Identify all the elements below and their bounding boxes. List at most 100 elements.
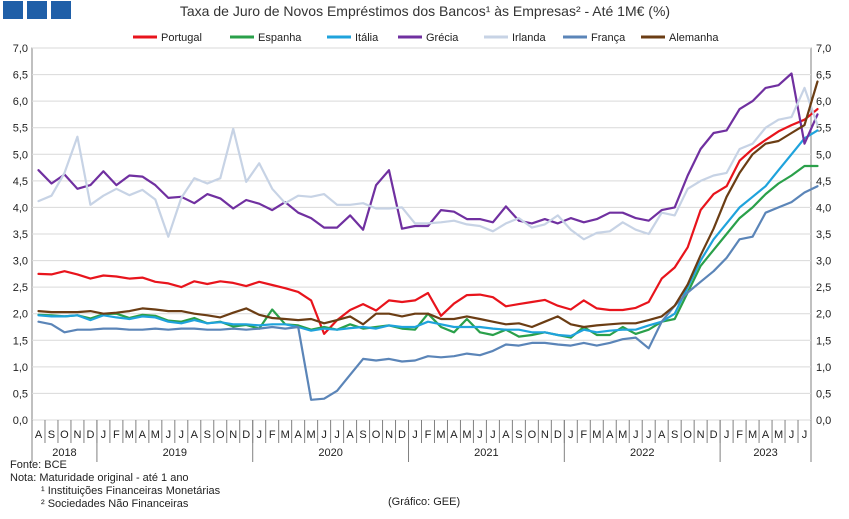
x-month-label: S [48,429,55,441]
x-month-label: O [60,429,69,441]
footnotes: Fonte: BCE Nota: Maturidade original - a… [10,459,220,511]
x-month-label: A [502,429,510,441]
x-month-label: A [346,429,354,441]
x-year-label: 2019 [163,447,187,459]
x-month-label: F [269,429,276,441]
legend-label: Irlanda [512,32,547,44]
y-tick-label-left: 6,5 [13,70,28,82]
x-month-label: J [633,429,639,441]
x-month-label: S [359,429,366,441]
series-line-espanha [37,164,819,339]
x-month-label: M [774,429,783,441]
x-month-label: M [281,429,290,441]
x-month-label: J [256,429,262,441]
x-month-label: J [568,429,574,441]
x-month-label: O [216,429,225,441]
x-month-label: O [528,429,537,441]
x-month-label: M [592,429,601,441]
x-month-label: A [658,429,666,441]
x-month-label: J [166,429,172,441]
y-axis-left: 0,0 0,5 1,0 1,5 2,0 2,5 3,0 3,5 4,0 4,5 5,0 5,5 6,0 6… [13,43,28,427]
x-month-label: O [683,429,692,441]
legend-label: Alemanha [669,32,719,44]
header-square [3,1,23,19]
x-month-label: N [697,429,705,441]
x-month-label: J [334,429,340,441]
x-month-label: A [191,429,199,441]
y-tick-label-right: 0,0 [816,415,831,427]
x-month-label: D [710,429,718,441]
series-line-grcia [37,72,819,231]
x-month-label: J [477,429,483,441]
series-line-irlanda [37,86,819,241]
x-month-label: M [748,429,757,441]
y-tick-label-right: 6,0 [816,96,831,108]
x-month-label: A [450,429,458,441]
y-tick-label-right: 4,5 [816,176,831,188]
source-note: Fonte: BCE [10,459,67,471]
chart-title: Taxa de Juro de Novos Empréstimos dos Ba… [180,3,670,19]
y-tick-label-left: 1,0 [13,362,28,374]
legend-label: Espanha [258,32,302,44]
x-month-label: S [515,429,522,441]
x-month-label: J [802,429,808,441]
y-tick-label-left: 2,5 [13,282,28,294]
x-month-label: J [789,429,795,441]
y-tick-label-right: 6,5 [816,70,831,82]
y-axis-right: 0,0 0,5 1,0 1,5 2,0 2,5 3,0 3,5 4,0 4,5 5,0 5,5 6,0 6… [816,43,831,427]
x-month-label: D [554,429,562,441]
x-month-label: N [385,429,393,441]
y-tick-label-right: 4,0 [816,202,831,214]
x-year-label: 2020 [318,447,342,459]
footnote-2: ² Sociedades Não Financeiras [41,498,189,510]
y-tick-label-left: 5,0 [13,149,28,161]
x-month-label: A [139,429,147,441]
y-tick-label-right: 2,0 [816,309,831,321]
x-month-label: S [204,429,211,441]
y-tick-label-right: 1,5 [816,335,831,347]
x-month-label: M [436,429,445,441]
legend: Portugal Espanha Itália Grécia Irlanda França… [133,32,719,44]
y-tick-label-left: 7,0 [13,43,28,55]
chart-credit: (Gráfico: GEE) [388,496,461,508]
x-year-label: 2021 [474,447,498,459]
y-tick-label-left: 1,5 [13,335,28,347]
series-lines [37,72,819,401]
x-month-label: A [35,429,43,441]
x-month-label: S [671,429,678,441]
footnote-1: ¹ Instituições Financeiras Monetárias [41,485,221,497]
series-line-frana [37,185,819,401]
x-month-label: A [294,429,302,441]
x-month-label: J [101,429,107,441]
x-year-label: 2018 [52,447,76,459]
y-tick-label-right: 3,5 [816,229,831,241]
y-tick-label-right: 0,5 [816,388,831,400]
x-month-label: O [372,429,381,441]
legend-label: Itália [355,32,379,44]
legend-label: França [591,32,626,44]
x-month-label: N [73,429,81,441]
y-tick-label-right: 2,5 [816,282,831,294]
y-tick-label-right: 5,5 [816,123,831,135]
y-tick-label-right: 5,0 [816,149,831,161]
x-month-label: N [541,429,549,441]
x-month-label: J [646,429,652,441]
gridlines [32,47,811,421]
header-square [51,1,71,19]
y-tick-label-left: 5,5 [13,123,28,135]
maturity-note: Nota: Maturidade original - até 1 ano [10,472,189,484]
x-month-label: J [412,429,418,441]
x-month-label: J [179,429,185,441]
x-month-label: F [425,429,432,441]
x-year-label: 2022 [630,447,654,459]
x-month-label: M [618,429,627,441]
x-month-label: M [462,429,471,441]
x-month-label: J [321,429,327,441]
series-line-alemanha [37,80,819,329]
legend-label: Portugal [161,32,202,44]
x-month-label: F [113,429,120,441]
x-month-label: F [736,429,743,441]
x-month-label: M [151,429,160,441]
x-month-label: J [724,429,730,441]
